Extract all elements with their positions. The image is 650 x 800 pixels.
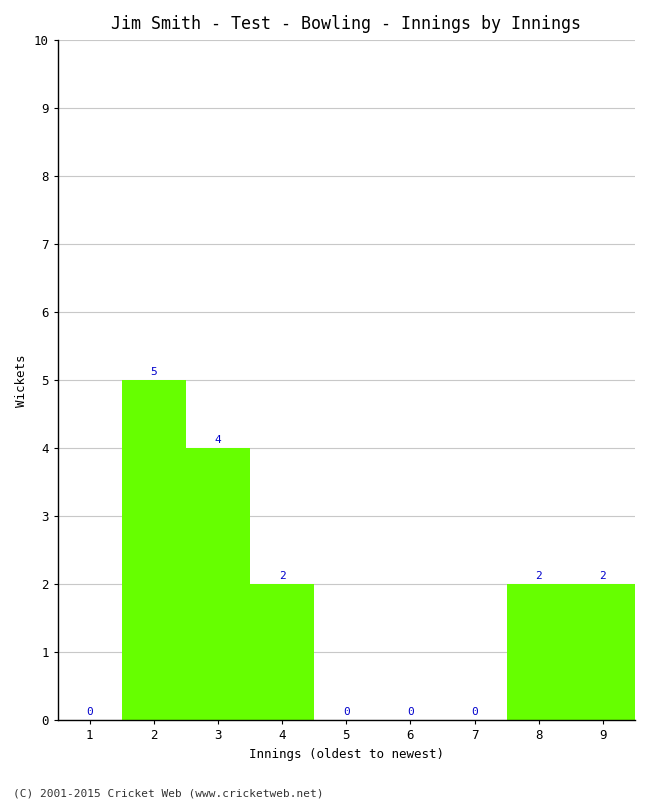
Title: Jim Smith - Test - Bowling - Innings by Innings: Jim Smith - Test - Bowling - Innings by … (111, 15, 581, 33)
Bar (122, 380, 186, 721)
Text: 4: 4 (214, 435, 222, 445)
Text: (C) 2001-2015 Cricket Web (www.cricketweb.net): (C) 2001-2015 Cricket Web (www.cricketwe… (13, 788, 324, 798)
Bar (507, 584, 571, 721)
Text: 2: 2 (599, 571, 606, 581)
Y-axis label: Wickets: Wickets (15, 354, 28, 406)
Bar (186, 448, 250, 721)
Text: 2: 2 (536, 571, 542, 581)
Text: 0: 0 (86, 707, 93, 717)
Bar (250, 584, 314, 721)
Text: 0: 0 (471, 707, 478, 717)
Text: 5: 5 (150, 367, 157, 377)
Text: 0: 0 (407, 707, 414, 717)
Text: 0: 0 (343, 707, 350, 717)
Text: 2: 2 (279, 571, 285, 581)
Bar (571, 584, 635, 721)
X-axis label: Innings (oldest to newest): Innings (oldest to newest) (249, 748, 444, 761)
